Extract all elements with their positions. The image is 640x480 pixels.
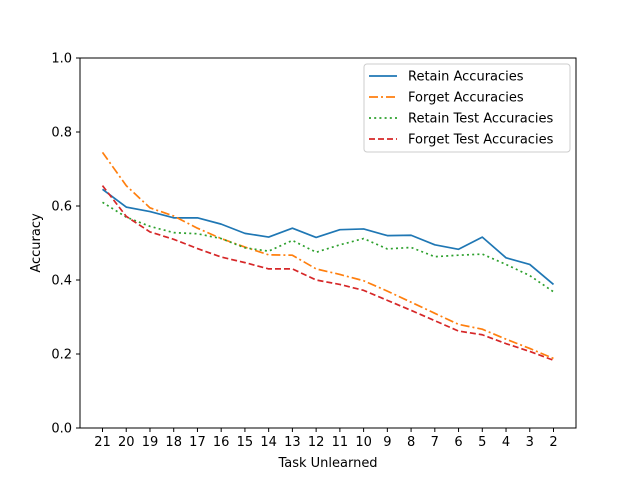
plot-frame: [79, 57, 577, 429]
x-tick-label: 14: [260, 435, 277, 450]
legend-label: Forget Accuracies: [408, 91, 524, 106]
series-layer: [101, 151, 555, 362]
x-tick-label: 11: [332, 435, 349, 450]
x-tick-label: 12: [308, 435, 325, 450]
legend-label: Retain Test Accuracies: [408, 112, 553, 127]
x-tick-label: 9: [383, 435, 391, 450]
x-tick-label: 6: [454, 435, 462, 450]
x-tick-label: 10: [355, 435, 372, 450]
x-tick-label: 18: [165, 435, 182, 450]
y-tick-label: 0.8: [51, 126, 72, 141]
x-tick-label: 21: [94, 435, 111, 450]
x-tick-label: 5: [478, 435, 486, 450]
x-tick-label: 2: [549, 435, 557, 450]
axes-layer: 21 20 19 18 17 16 15 14 13 12 11 10 9 8 7 6 5 4 3 20.00.20.…: [51, 52, 577, 450]
legend-box: [363, 63, 571, 153]
x-axis-label: Task Unlearned: [277, 456, 377, 471]
y-tick-label: 0.6: [51, 200, 72, 215]
series-line-3: [102, 201, 554, 293]
x-tick-label: 16: [213, 435, 230, 450]
x-tick-label: 4: [502, 435, 510, 450]
x-tick-label: 7: [431, 435, 439, 450]
x-tick-label: 13: [284, 435, 301, 450]
x-tick-label: 17: [189, 435, 206, 450]
y-tick-label: 1.0: [51, 52, 72, 67]
y-tick-label: 0.0: [51, 422, 72, 437]
x-tick-label: 20: [118, 435, 135, 450]
y-tick-label: 0.4: [51, 274, 72, 289]
x-tick-label: 8: [407, 435, 415, 450]
y-axis-label: Accuracy: [29, 213, 44, 273]
series-line-2: [101, 151, 554, 360]
x-tick-label: 19: [142, 435, 159, 450]
legend-label: Retain Accuracies: [408, 70, 524, 85]
y-tick-label: 0.2: [51, 348, 72, 363]
legend: Retain Accuracies Forget Accuracies Retain…: [363, 63, 571, 153]
legend-label: Forget Test Accuracies: [408, 133, 554, 148]
x-tick-label: 3: [526, 435, 534, 450]
x-tick-label: 15: [237, 435, 254, 450]
series-line-4: [101, 185, 554, 362]
